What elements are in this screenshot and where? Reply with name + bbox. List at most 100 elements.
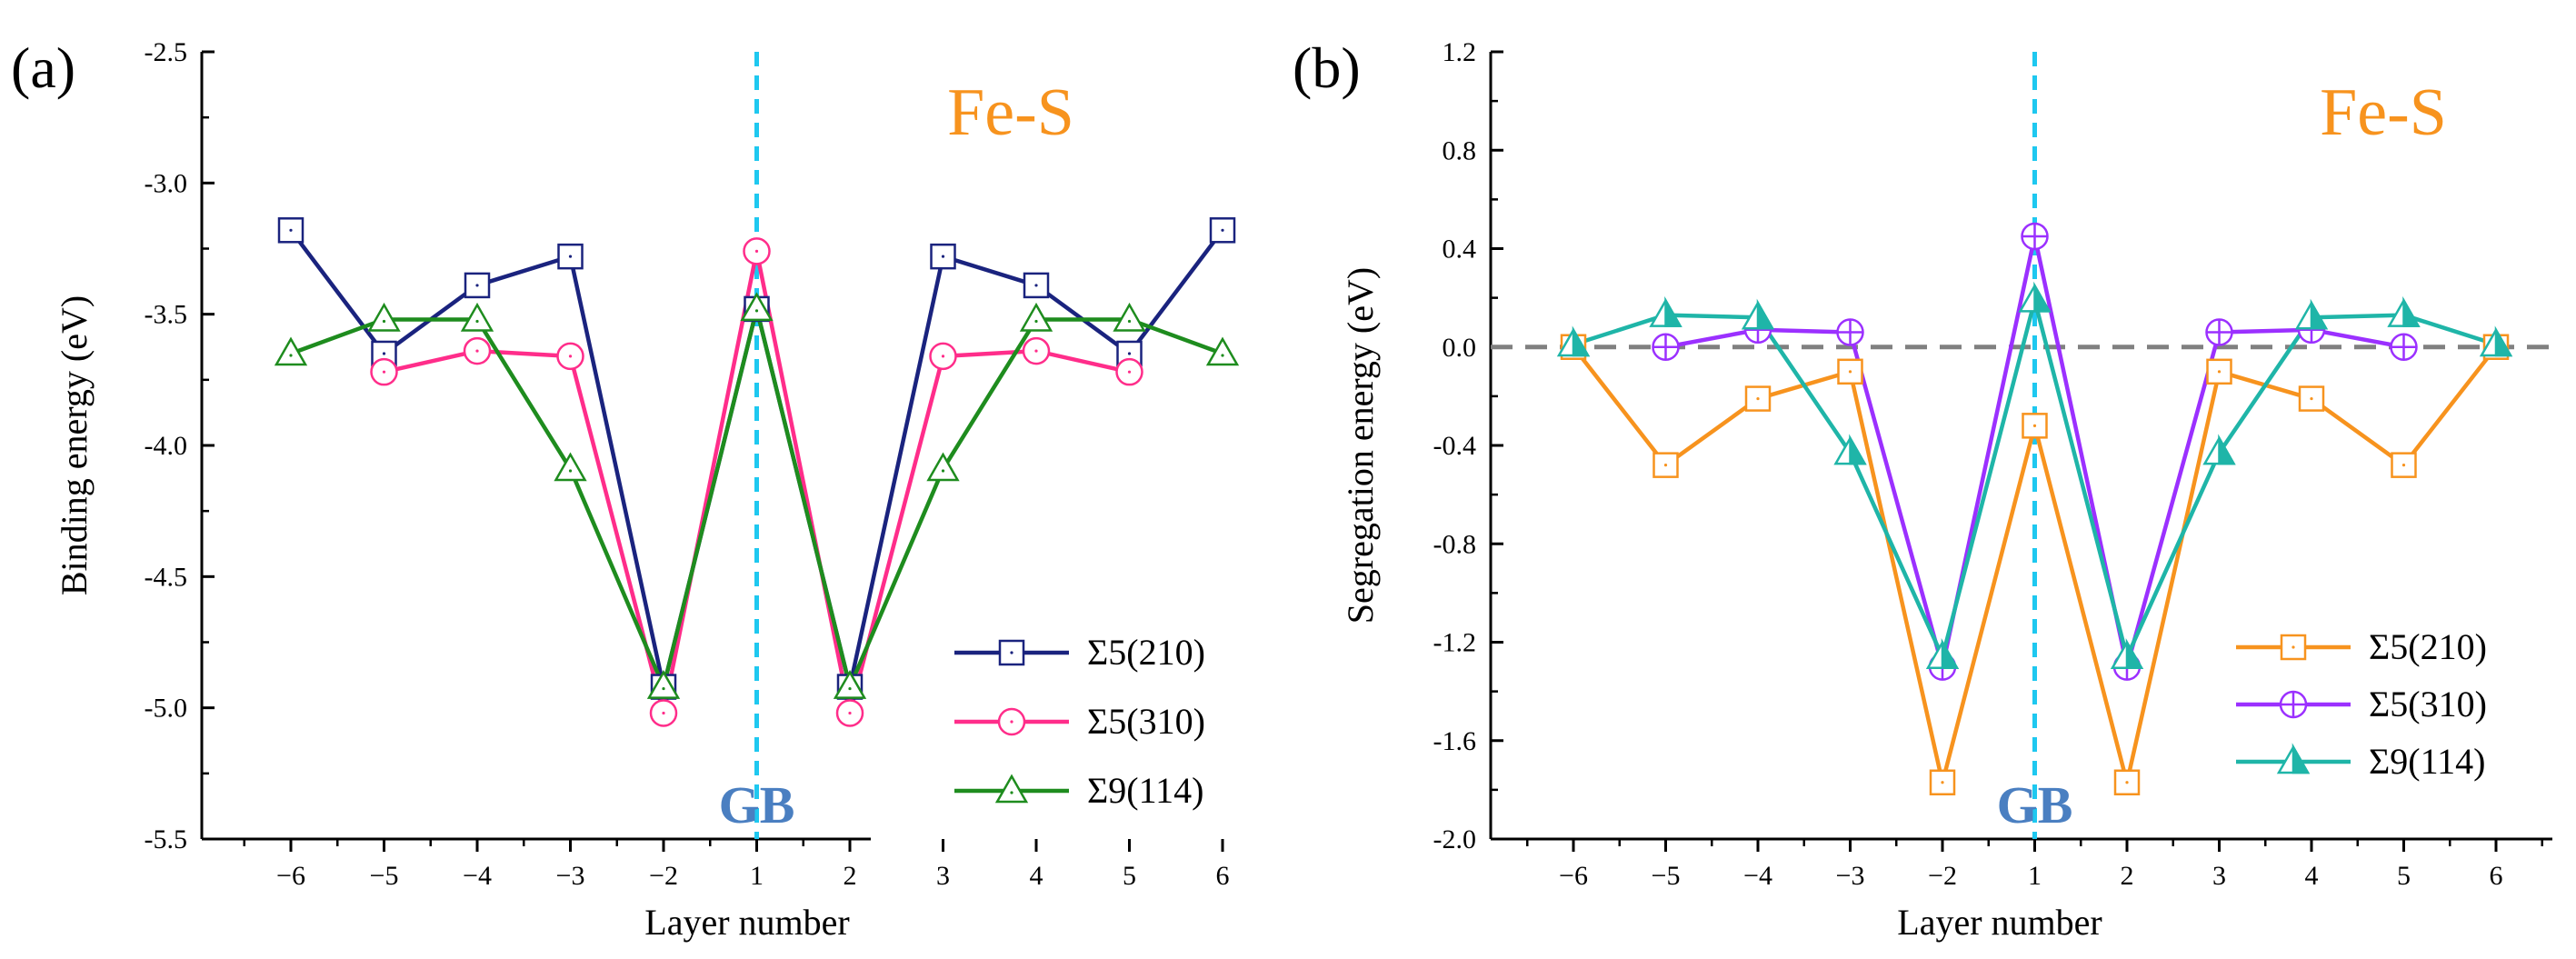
chart-panel-a: -2.5 -3.0 -3.5 -4.0 -4.5 -5.0 -5.5 −6 −5 −4 −3 −2 1 2… <box>11 35 1240 943</box>
x-tick-label: −4 <box>1743 861 1772 891</box>
data-point <box>1019 302 1053 332</box>
x-tick-label: 2 <box>2121 861 2134 891</box>
data-point-dot <box>2401 464 2406 467</box>
data-point-cross <box>2206 319 2232 345</box>
data-point-dot <box>662 711 665 715</box>
x-tick-label: −4 <box>463 861 492 891</box>
legend-marker-dot <box>2291 645 2295 649</box>
series-2-markers <box>1556 281 2513 669</box>
series-1-markers <box>370 237 1143 727</box>
data-point <box>1929 769 1956 796</box>
data-point-fill <box>1849 434 1867 465</box>
panel-label: (a) <box>11 35 75 100</box>
legend-label: Σ9(114) <box>2369 741 2485 782</box>
data-point-fill <box>2494 325 2513 357</box>
data-point-dot <box>848 711 852 715</box>
data-point-dot <box>1221 354 1224 357</box>
legend-marker-dot <box>1010 651 1013 654</box>
fe-s-annotation: Fe-S <box>2320 75 2447 150</box>
data-point <box>554 452 587 482</box>
data-point-dot <box>1221 228 1224 232</box>
chart-panel-b: 1.2 0.8 0.4 0.0 -0.4 -0.8 -1.2 -1.6 -2.0 −6 −5 −4 −3… <box>1293 35 2552 943</box>
y-tick-label: -2.5 <box>145 37 188 67</box>
y-axis-title: Binding energy (eV) <box>54 295 95 595</box>
data-point <box>646 670 681 699</box>
legend-entry-2: Σ9(114) <box>2236 741 2485 782</box>
legend-marker-fill <box>2291 743 2311 774</box>
x-tick-label: −2 <box>649 861 678 891</box>
y-tick-label: -5.0 <box>145 694 188 724</box>
x-tick-label: 5 <box>1123 861 1136 891</box>
data-point-fill <box>2402 295 2421 327</box>
y-tick-label: -2.0 <box>1433 824 1477 854</box>
legend-marker-dot <box>1010 720 1013 724</box>
x-tick-label: −2 <box>1928 861 1957 891</box>
legend-marker-cross <box>2281 692 2306 717</box>
data-point-dot <box>568 255 573 258</box>
legend-entry-1: Σ5(310) <box>954 701 1205 742</box>
data-point-fill <box>2033 281 2052 313</box>
legend-label: Σ5(210) <box>1087 632 1205 673</box>
x-axis-title: Layer number <box>644 902 849 943</box>
y-tick-label: -1.6 <box>1433 726 1477 756</box>
y-tick-label: -0.8 <box>1433 529 1477 559</box>
data-point-dot <box>941 355 945 358</box>
data-point-dot <box>475 319 479 324</box>
legend-label: Σ9(114) <box>1087 770 1203 811</box>
data-point-dot <box>1663 464 1668 467</box>
x-tick-label: −3 <box>1836 861 1865 891</box>
data-point-fill <box>1756 298 1775 330</box>
data-point-dot <box>1941 781 1944 784</box>
y-axis-title: Segregation energy (eV) <box>1340 267 1381 624</box>
legend-marker-dot <box>1010 791 1013 794</box>
x-tick-label: −6 <box>276 861 305 891</box>
data-point-dot <box>754 249 759 253</box>
x-tick-label: −3 <box>556 861 585 891</box>
data-point-dot <box>1127 370 1132 374</box>
legend-entry-0: Σ5(210) <box>954 632 1205 673</box>
legend-label: Σ5(210) <box>2369 626 2487 667</box>
data-point-dot <box>382 319 386 324</box>
y-tick-label: 1.2 <box>1443 37 1477 67</box>
y-tick-label: 0.0 <box>1443 333 1477 363</box>
data-point-fill <box>1572 325 1591 357</box>
y-tick-label: -1.2 <box>1433 628 1477 658</box>
data-point <box>1837 358 1863 385</box>
legend-entry-0: Σ5(210) <box>2236 626 2487 667</box>
y-tick-label: -0.4 <box>1433 431 1477 461</box>
data-point <box>1113 302 1146 332</box>
data-point-cross <box>2391 334 2417 360</box>
data-point-fill <box>1941 638 1960 669</box>
data-point-cross <box>1652 334 1679 360</box>
x-tick-label: 6 <box>1216 861 1230 891</box>
x-tick-label: 1 <box>2028 861 2042 891</box>
data-point-dot <box>1127 352 1132 355</box>
legend-marker <box>994 774 1029 804</box>
data-point-dot <box>1127 319 1132 324</box>
data-point-dot <box>941 469 945 473</box>
data-point-cross <box>1837 319 1863 345</box>
x-tick-label: 1 <box>750 861 764 891</box>
y-tick-label: -3.0 <box>145 168 188 198</box>
data-point-dot <box>1034 284 1038 287</box>
y-tick-label: -5.5 <box>145 824 188 854</box>
data-point-dot <box>1756 396 1760 401</box>
data-point <box>557 243 584 270</box>
legend-marker <box>998 639 1025 666</box>
data-point-dot <box>289 354 293 357</box>
x-tick-label: −6 <box>1559 861 1588 891</box>
x-tick-label: 3 <box>936 861 950 891</box>
data-point-fill <box>2310 298 2329 330</box>
data-point-dot <box>754 309 759 313</box>
data-point <box>1205 336 1240 366</box>
series-2-markers <box>274 292 1240 699</box>
data-point-fill <box>1664 295 1682 327</box>
x-tick-label: −5 <box>370 861 399 891</box>
data-point-dot <box>941 255 945 258</box>
gb-label: GB <box>719 775 795 834</box>
panel-label: (b) <box>1293 35 1361 100</box>
data-point-dot <box>1034 319 1038 324</box>
data-point-dot <box>2032 424 2037 427</box>
data-point <box>460 302 494 332</box>
